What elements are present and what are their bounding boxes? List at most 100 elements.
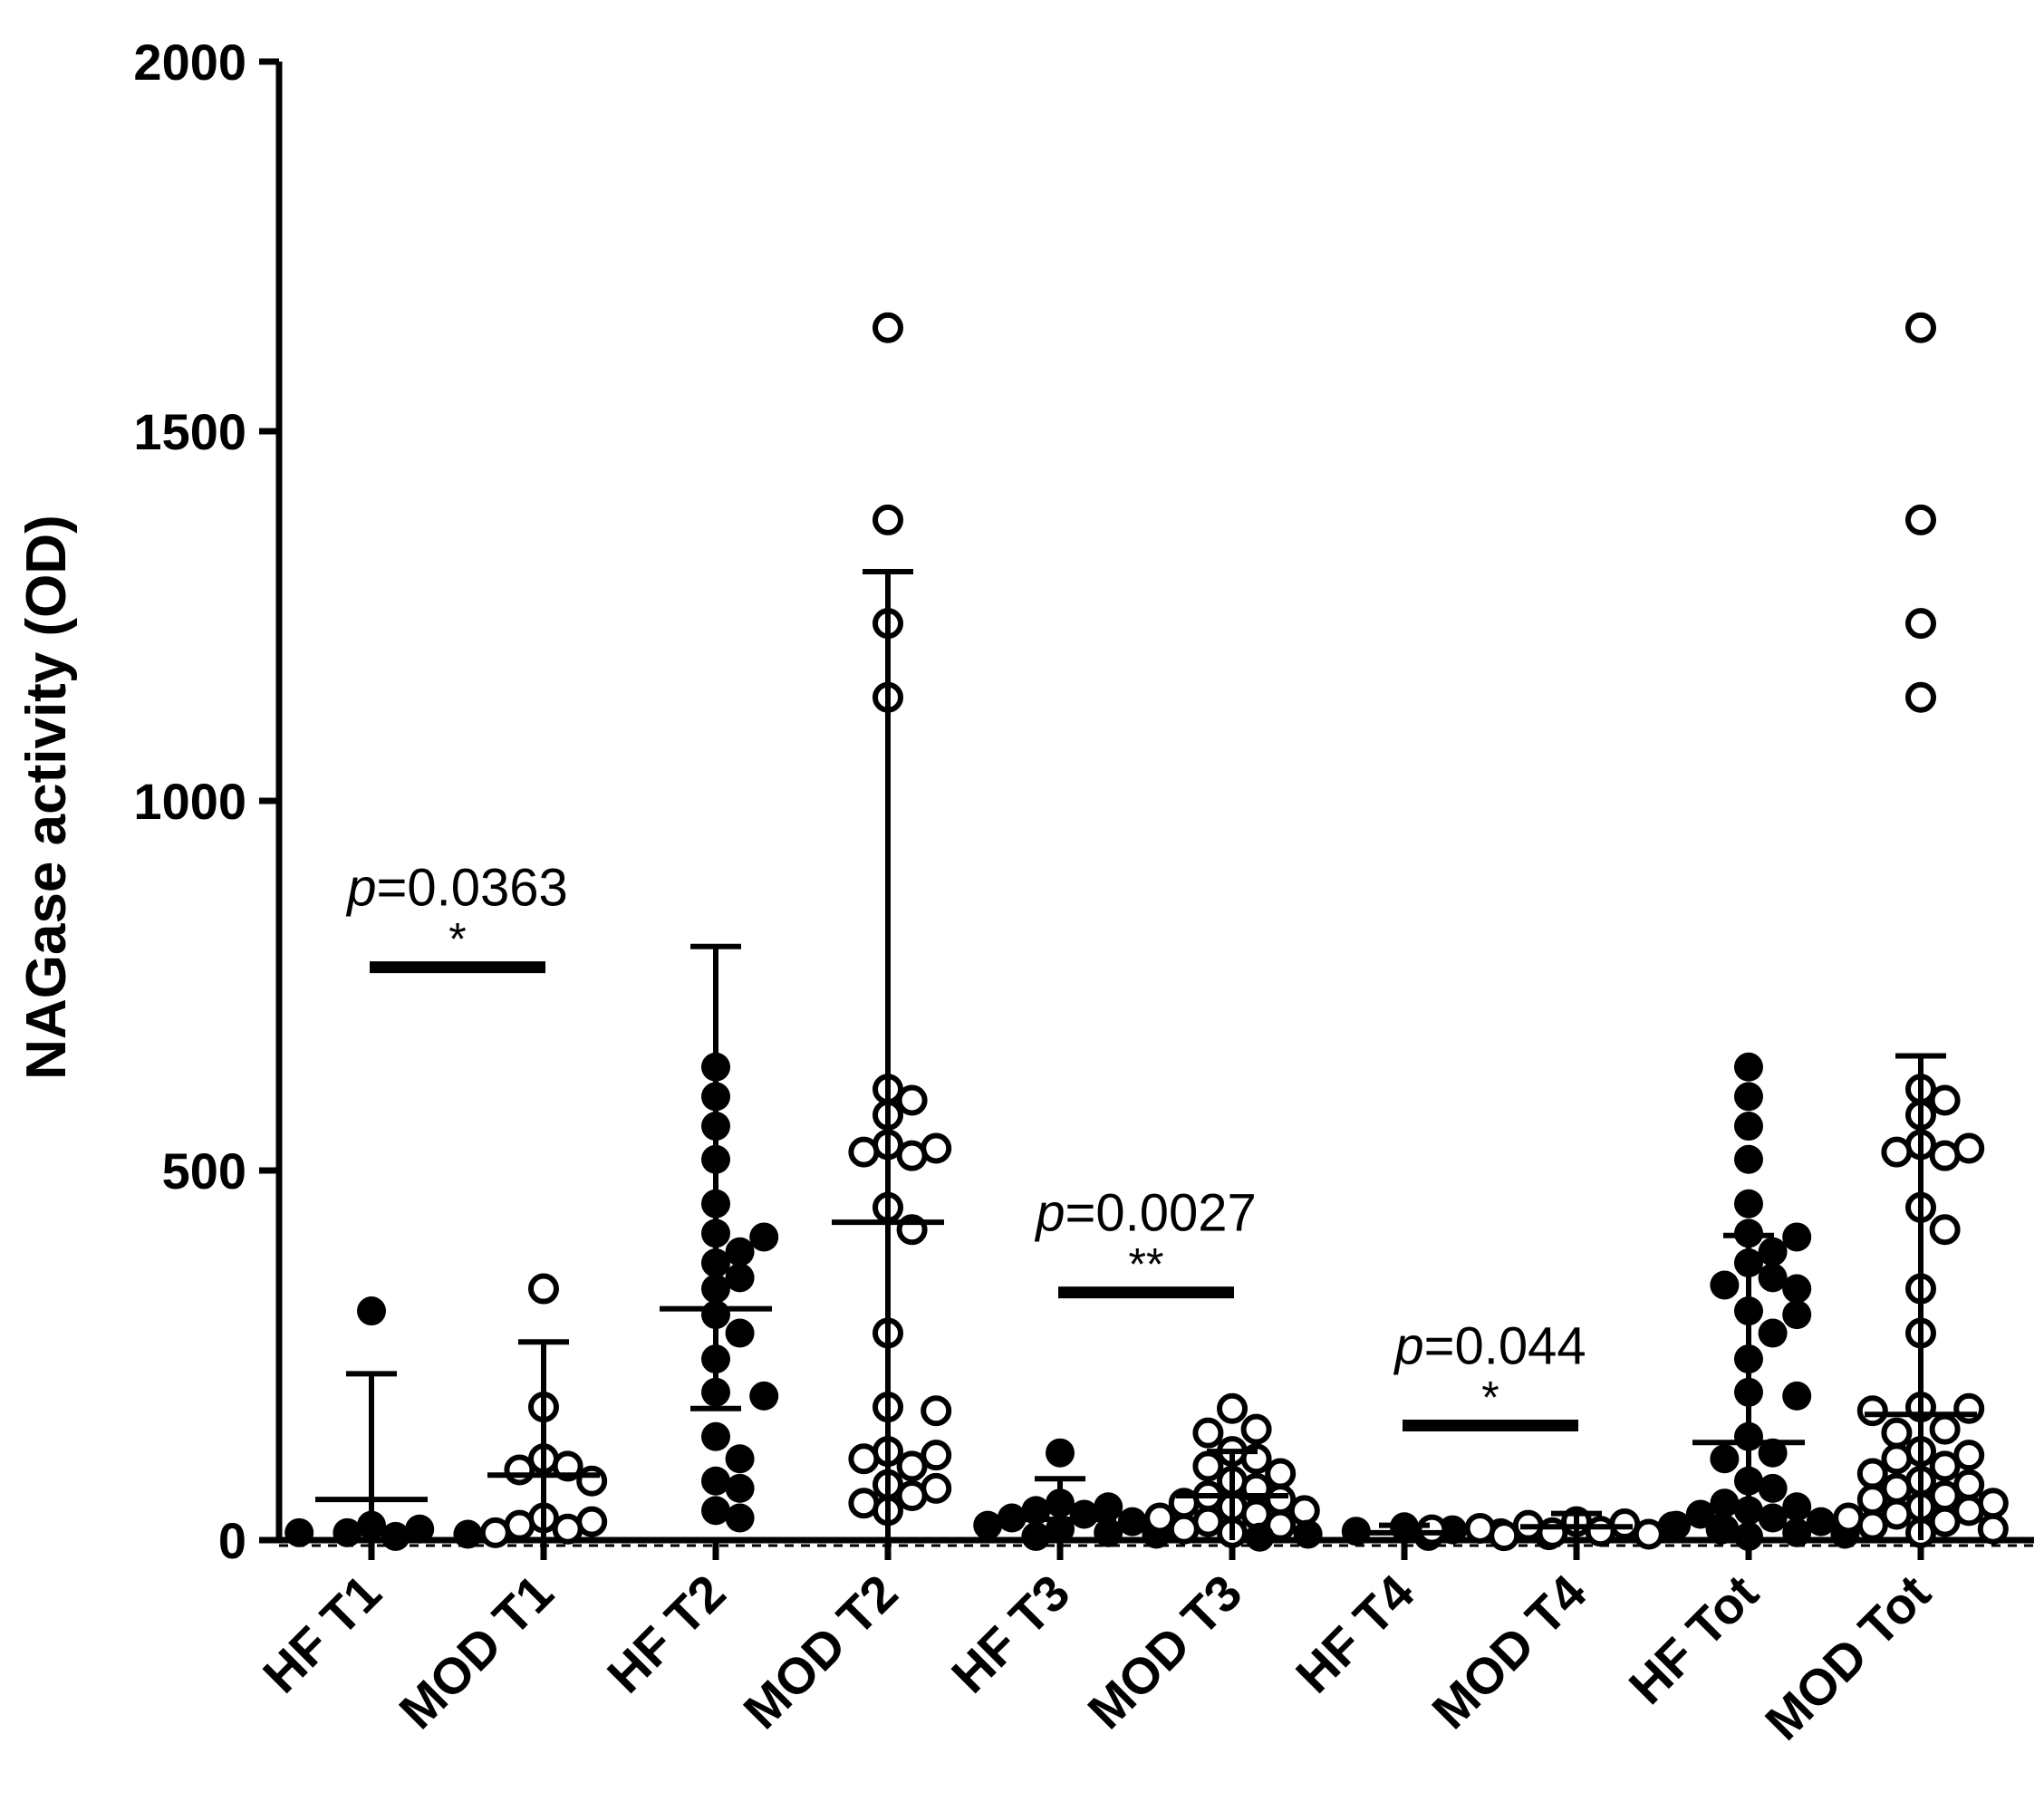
filled-data-point [973, 1510, 1003, 1540]
p-symbol: p [1034, 1184, 1065, 1243]
p-value: =0.0363 [376, 859, 567, 918]
filled-data-point [1782, 1222, 1812, 1252]
open-data-point [1929, 1140, 1961, 1171]
filled-data-point [725, 1473, 755, 1503]
open-data-point [1856, 1458, 1888, 1489]
open-data-point [896, 1140, 928, 1171]
y-ticks: 0 500 1000 1500 2000 [133, 34, 279, 1569]
filled-data-point [1293, 1519, 1323, 1549]
filled-data-point [1806, 1507, 1836, 1536]
y-tick-label: 500 [162, 1142, 246, 1199]
filled-data-point [1758, 1318, 1788, 1348]
filled-data-point [1662, 1510, 1692, 1540]
open-data-point [1856, 1484, 1888, 1516]
open-data-point [1144, 1502, 1176, 1534]
filled-data-point [1710, 1488, 1740, 1518]
open-data-point [1585, 1516, 1616, 1547]
filled-data-point [1117, 1507, 1147, 1536]
open-data-point [1881, 1443, 1913, 1475]
filled-data-point [1734, 1189, 1763, 1219]
filled-data-point [381, 1521, 410, 1551]
x-category-label: HF Tot [1618, 1564, 1769, 1715]
filled-data-point [1069, 1499, 1099, 1529]
open-data-point [873, 504, 903, 535]
filled-data-point [1734, 1082, 1763, 1112]
filled-data-point [1710, 1270, 1740, 1300]
filled-data-point [1782, 1517, 1812, 1547]
filled-data-point [1046, 1438, 1075, 1468]
open-data-point [1537, 1517, 1568, 1548]
filled-data-point [1710, 1514, 1740, 1544]
comparisons: *p=0.0363**p=0.0027*p=0.044 [345, 859, 1586, 1432]
open-data-point [1953, 1495, 1985, 1527]
open-data-point [1856, 1509, 1888, 1541]
filled-data-point [749, 1381, 779, 1411]
filled-data-point [284, 1517, 314, 1547]
filled-data-point [1758, 1473, 1788, 1503]
x-category-label: MOD T4 [1421, 1564, 1596, 1739]
filled-data-point [725, 1444, 755, 1474]
open-data-point [1929, 1450, 1961, 1482]
open-data-point [1929, 1084, 1961, 1116]
x-category-label: HF T1 [252, 1564, 392, 1704]
y-tick-label: 0 [218, 1512, 246, 1569]
y-axis-title: NAGase activity (OD) [15, 515, 78, 1080]
x-category-label: MOD T3 [1076, 1564, 1252, 1739]
open-data-point [1489, 1520, 1520, 1552]
filled-data-point [725, 1237, 755, 1267]
p-value: =0.044 [1424, 1317, 1586, 1376]
filled-data-point [1710, 1444, 1740, 1474]
filled-data-point [1758, 1263, 1788, 1293]
p-symbol: p [345, 859, 376, 918]
significance-stars: * [448, 914, 466, 965]
filled-data-point [701, 1421, 730, 1451]
y-tick-label: 2000 [133, 34, 246, 91]
filled-data-point [1094, 1492, 1123, 1522]
open-data-point [1192, 1450, 1224, 1482]
p-value: =0.0027 [1065, 1184, 1256, 1243]
x-category-label: MOD Tot [1754, 1564, 1942, 1751]
open-data-point [1633, 1518, 1664, 1550]
open-data-point [504, 1454, 535, 1486]
open-data-point [1977, 1513, 2009, 1545]
filled-data-point [1245, 1522, 1275, 1552]
error-bars [315, 569, 1977, 1540]
data-points [284, 312, 2009, 1552]
open-data-point [1881, 1136, 1913, 1168]
filled-data-point [1782, 1300, 1812, 1330]
open-data-point [848, 1136, 880, 1168]
open-data-point [873, 312, 903, 343]
filled-data-point [725, 1318, 755, 1348]
filled-data-point [701, 1496, 730, 1526]
open-data-point [1905, 312, 1936, 343]
open-data-point [1929, 1506, 1961, 1537]
open-data-point [1881, 1417, 1913, 1449]
open-data-point [1905, 504, 1936, 535]
open-data-point [1856, 1395, 1888, 1427]
filled-data-point [453, 1519, 483, 1549]
filled-data-point [1734, 1052, 1763, 1082]
open-data-point [1416, 1514, 1448, 1546]
open-data-point [848, 1443, 880, 1475]
open-data-point [1929, 1413, 1961, 1445]
open-data-point [1905, 681, 1936, 713]
filled-data-point [1734, 1144, 1763, 1174]
open-data-point [921, 1440, 952, 1471]
filled-data-point [1758, 1237, 1788, 1267]
filled-data-point [1758, 1503, 1788, 1533]
filled-data-point [1782, 1274, 1812, 1304]
filled-data-point [1758, 1438, 1788, 1468]
open-data-point [1217, 1392, 1248, 1424]
filled-data-point [1094, 1517, 1123, 1547]
x-category-label: HF T4 [1285, 1564, 1425, 1704]
significance-stars: ** [1129, 1239, 1164, 1290]
filled-data-point [749, 1222, 779, 1252]
p-symbol: p [1393, 1317, 1423, 1376]
x-category-label: HF T3 [940, 1564, 1081, 1704]
open-data-point [552, 1513, 583, 1545]
filled-data-point [725, 1263, 755, 1293]
filled-data-point [357, 1296, 386, 1326]
open-data-point [896, 1480, 928, 1512]
p-value-label: p=0.044 [1393, 1317, 1586, 1376]
